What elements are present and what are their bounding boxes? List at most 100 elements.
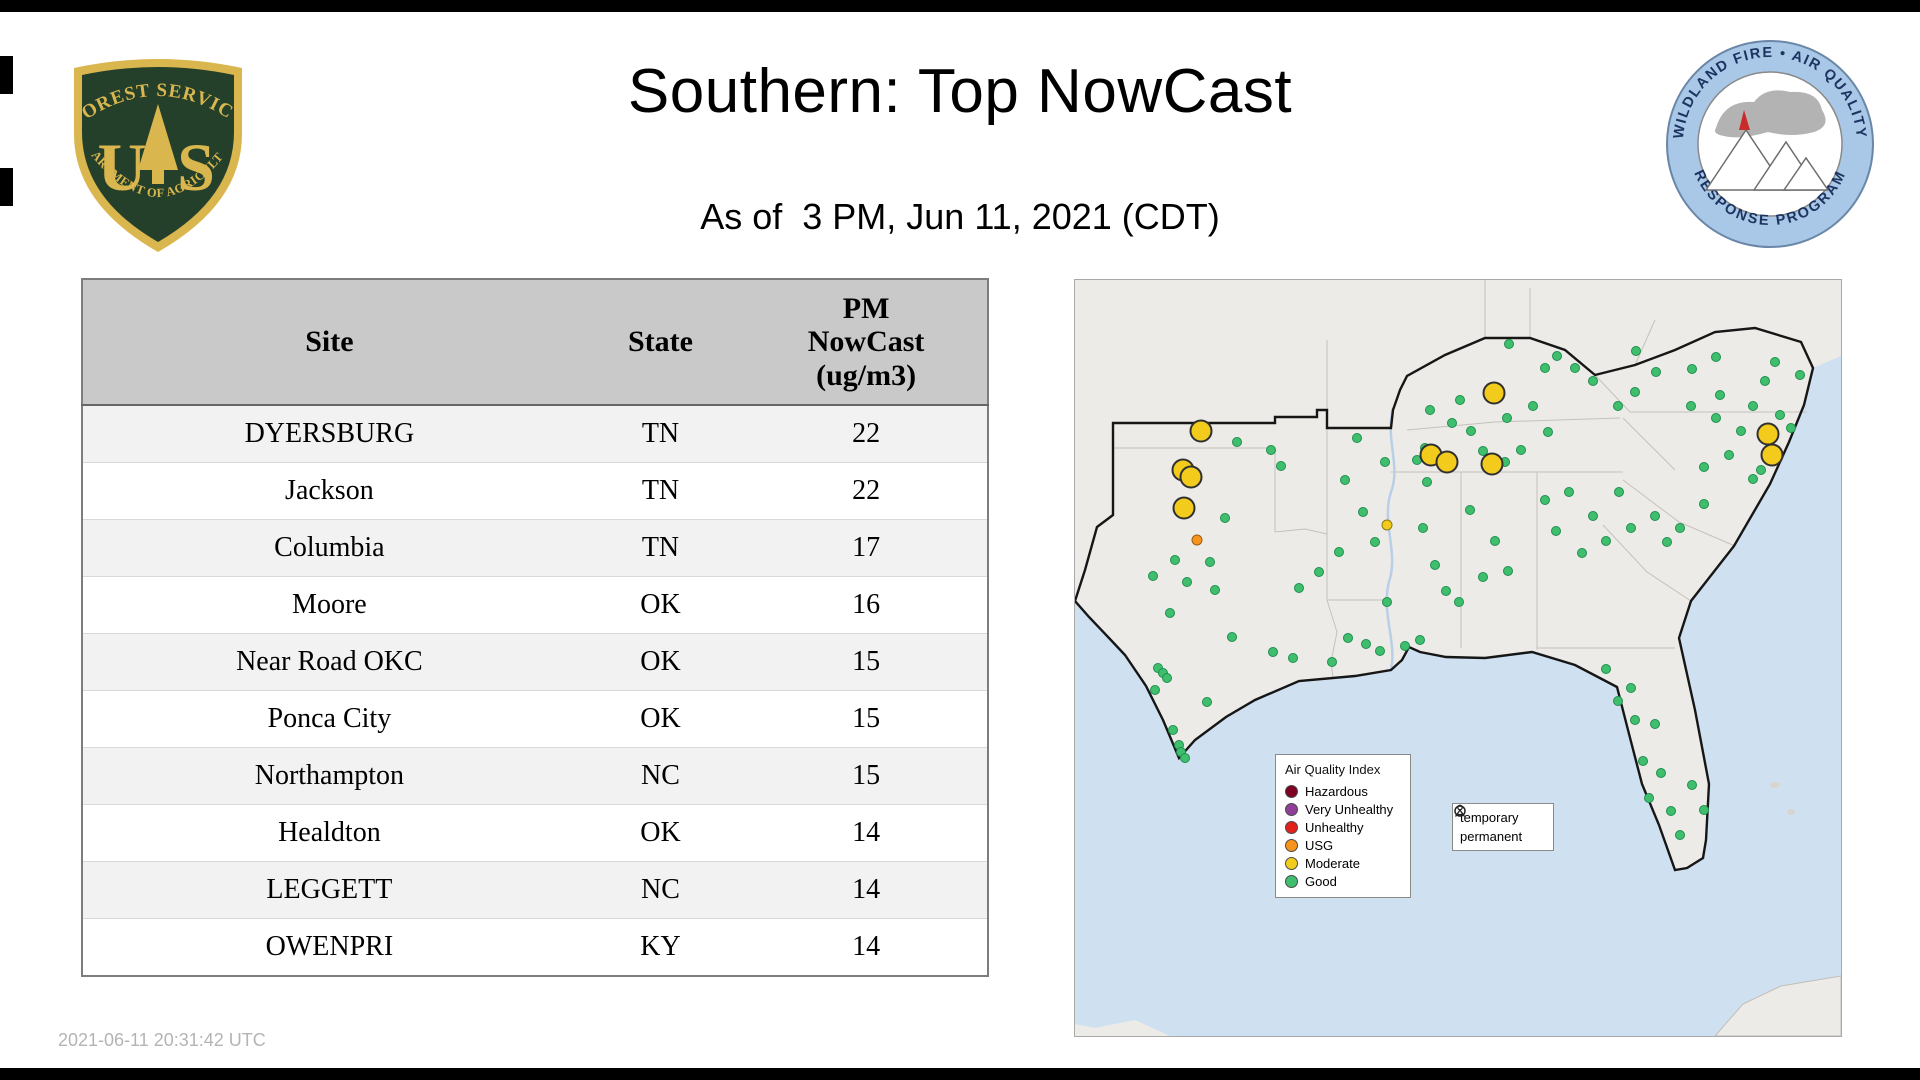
monitor-marker[interactable]: [1343, 633, 1353, 643]
monitor-marker[interactable]: [1736, 426, 1746, 436]
monitor-marker[interactable]: [1327, 657, 1337, 667]
monitor-marker[interactable]: [1455, 395, 1465, 405]
monitor-marker[interactable]: [1430, 560, 1440, 570]
monitor-marker[interactable]: [1266, 445, 1276, 455]
monitor-marker[interactable]: [1613, 401, 1623, 411]
monitor-marker[interactable]: [1675, 830, 1685, 840]
monitor-marker[interactable]: [1760, 443, 1784, 467]
monitor-marker[interactable]: [1478, 572, 1488, 582]
monitor-marker[interactable]: [1656, 768, 1666, 778]
monitor-marker[interactable]: [1191, 534, 1203, 546]
monitor-marker[interactable]: [1613, 696, 1623, 706]
monitor-marker[interactable]: [1795, 370, 1805, 380]
monitor-marker[interactable]: [1422, 477, 1432, 487]
monitor-marker[interactable]: [1601, 536, 1611, 546]
monitor-marker[interactable]: [1711, 352, 1721, 362]
monitor-marker[interactable]: [1650, 511, 1660, 521]
monitor-marker[interactable]: [1516, 445, 1526, 455]
monitor-marker[interactable]: [1268, 647, 1278, 657]
monitor-marker[interactable]: [1540, 363, 1550, 373]
monitor-marker[interactable]: [1748, 474, 1758, 484]
monitor-marker[interactable]: [1370, 537, 1380, 547]
monitor-marker[interactable]: [1170, 555, 1180, 565]
monitor-marker[interactable]: [1202, 697, 1212, 707]
monitor-marker[interactable]: [1490, 536, 1500, 546]
monitor-marker[interactable]: [1687, 780, 1697, 790]
monitor-marker[interactable]: [1227, 632, 1237, 642]
monitor-marker[interactable]: [1588, 511, 1598, 521]
monitor-marker[interactable]: [1502, 413, 1512, 423]
monitor-marker[interactable]: [1380, 457, 1390, 467]
monitor-marker[interactable]: [1626, 683, 1636, 693]
monitor-marker[interactable]: [1630, 387, 1640, 397]
monitor-marker[interactable]: [1760, 376, 1770, 386]
monitor-marker[interactable]: [1687, 364, 1697, 374]
monitor-marker[interactable]: [1276, 461, 1286, 471]
monitor-marker[interactable]: [1162, 673, 1172, 683]
monitor-marker[interactable]: [1630, 715, 1640, 725]
monitor-marker[interactable]: [1786, 423, 1796, 433]
monitor-marker[interactable]: [1715, 390, 1725, 400]
monitor-marker[interactable]: [1288, 653, 1298, 663]
monitor-marker[interactable]: [1340, 475, 1350, 485]
monitor-marker[interactable]: [1675, 523, 1685, 533]
monitor-marker[interactable]: [1382, 597, 1392, 607]
monitor-marker[interactable]: [1189, 419, 1213, 443]
monitor-marker[interactable]: [1711, 413, 1721, 423]
monitor-marker[interactable]: [1480, 452, 1504, 476]
aqi-map[interactable]: Air Quality Index Hazardous Very Unhealth…: [1074, 279, 1842, 1037]
monitor-marker[interactable]: [1666, 806, 1676, 816]
monitor-marker[interactable]: [1588, 376, 1598, 386]
monitor-marker[interactable]: [1577, 548, 1587, 558]
monitor-marker[interactable]: [1601, 664, 1611, 674]
monitor-marker[interactable]: [1232, 437, 1242, 447]
monitor-marker[interactable]: [1564, 487, 1574, 497]
monitor-marker[interactable]: [1150, 685, 1160, 695]
monitor-marker[interactable]: [1180, 753, 1190, 763]
monitor-marker[interactable]: [1699, 462, 1709, 472]
monitor-marker[interactable]: [1540, 495, 1550, 505]
monitor-marker[interactable]: [1435, 450, 1459, 474]
monitor-marker[interactable]: [1148, 571, 1158, 581]
monitor-marker[interactable]: [1503, 566, 1513, 576]
monitor-marker[interactable]: [1220, 513, 1230, 523]
monitor-marker[interactable]: [1482, 381, 1506, 405]
monitor-marker[interactable]: [1358, 507, 1368, 517]
monitor-marker[interactable]: [1551, 526, 1561, 536]
monitor-marker[interactable]: [1543, 427, 1553, 437]
monitor-marker[interactable]: [1400, 641, 1410, 651]
monitor-marker[interactable]: [1210, 585, 1220, 595]
monitor-marker[interactable]: [1651, 367, 1661, 377]
monitor-marker[interactable]: [1504, 339, 1514, 349]
monitor-marker[interactable]: [1644, 793, 1654, 803]
monitor-marker[interactable]: [1375, 646, 1385, 656]
monitor-marker[interactable]: [1447, 418, 1457, 428]
monitor-marker[interactable]: [1381, 519, 1393, 531]
monitor-marker[interactable]: [1686, 401, 1696, 411]
monitor-marker[interactable]: [1756, 422, 1780, 446]
monitor-marker[interactable]: [1168, 725, 1178, 735]
monitor-marker[interactable]: [1165, 608, 1175, 618]
monitor-marker[interactable]: [1334, 547, 1344, 557]
monitor-marker[interactable]: [1775, 410, 1785, 420]
monitor-marker[interactable]: [1650, 719, 1660, 729]
monitor-marker[interactable]: [1478, 446, 1488, 456]
monitor-marker[interactable]: [1699, 499, 1709, 509]
monitor-marker[interactable]: [1465, 505, 1475, 515]
monitor-marker[interactable]: [1294, 583, 1304, 593]
monitor-marker[interactable]: [1454, 597, 1464, 607]
monitor-marker[interactable]: [1205, 557, 1215, 567]
monitor-marker[interactable]: [1748, 401, 1758, 411]
monitor-marker[interactable]: [1352, 433, 1362, 443]
monitor-marker[interactable]: [1361, 639, 1371, 649]
monitor-marker[interactable]: [1631, 346, 1641, 356]
monitor-marker[interactable]: [1466, 426, 1476, 436]
monitor-marker[interactable]: [1314, 567, 1324, 577]
monitor-marker[interactable]: [1441, 586, 1451, 596]
monitor-marker[interactable]: [1172, 496, 1196, 520]
monitor-marker[interactable]: [1425, 405, 1435, 415]
monitor-marker[interactable]: [1699, 805, 1709, 815]
monitor-marker[interactable]: [1570, 363, 1580, 373]
monitor-marker[interactable]: [1415, 635, 1425, 645]
monitor-marker[interactable]: [1770, 357, 1780, 367]
